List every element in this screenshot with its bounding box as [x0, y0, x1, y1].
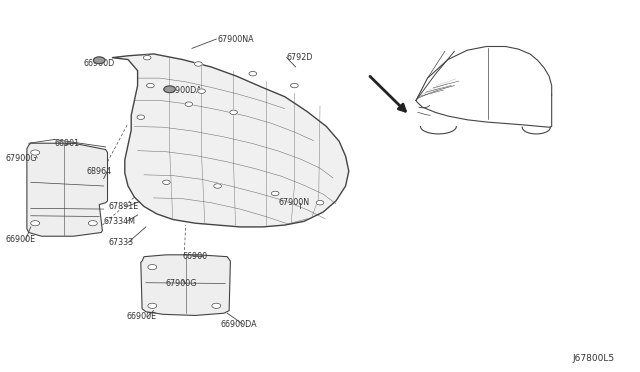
Circle shape: [198, 89, 205, 93]
Circle shape: [212, 303, 221, 308]
Circle shape: [88, 221, 97, 226]
Text: 66900DA: 66900DA: [165, 86, 202, 94]
Text: 67900G: 67900G: [165, 279, 196, 288]
Text: 67900G: 67900G: [5, 154, 36, 163]
Polygon shape: [141, 255, 230, 315]
Text: J67800L5: J67800L5: [573, 355, 615, 363]
Text: 67333: 67333: [109, 238, 134, 247]
Circle shape: [31, 150, 40, 155]
Circle shape: [148, 264, 157, 270]
Circle shape: [214, 184, 221, 188]
Circle shape: [195, 62, 202, 66]
Text: 6792D: 6792D: [287, 53, 313, 62]
Polygon shape: [112, 54, 349, 227]
Polygon shape: [27, 143, 108, 236]
Circle shape: [31, 221, 40, 226]
Text: 66901: 66901: [54, 139, 79, 148]
Text: 66900: 66900: [182, 252, 207, 261]
Text: 68964: 68964: [86, 167, 111, 176]
Text: 67900NA: 67900NA: [218, 35, 254, 44]
Text: 66900D: 66900D: [83, 59, 115, 68]
Circle shape: [148, 303, 157, 308]
Circle shape: [163, 180, 170, 185]
Text: 66900DA: 66900DA: [221, 320, 257, 329]
Circle shape: [291, 83, 298, 88]
Circle shape: [164, 86, 175, 93]
Circle shape: [185, 102, 193, 106]
Circle shape: [137, 115, 145, 119]
Text: 67900N: 67900N: [278, 198, 310, 207]
Circle shape: [143, 55, 151, 60]
Circle shape: [147, 83, 154, 88]
Circle shape: [271, 191, 279, 196]
Circle shape: [230, 110, 237, 115]
Text: 66900E: 66900E: [127, 312, 157, 321]
Text: 67334M: 67334M: [104, 217, 136, 226]
Circle shape: [93, 57, 105, 64]
Text: 66900E: 66900E: [5, 235, 35, 244]
Text: 67891E: 67891E: [109, 202, 139, 211]
Circle shape: [249, 71, 257, 76]
Circle shape: [316, 201, 324, 205]
